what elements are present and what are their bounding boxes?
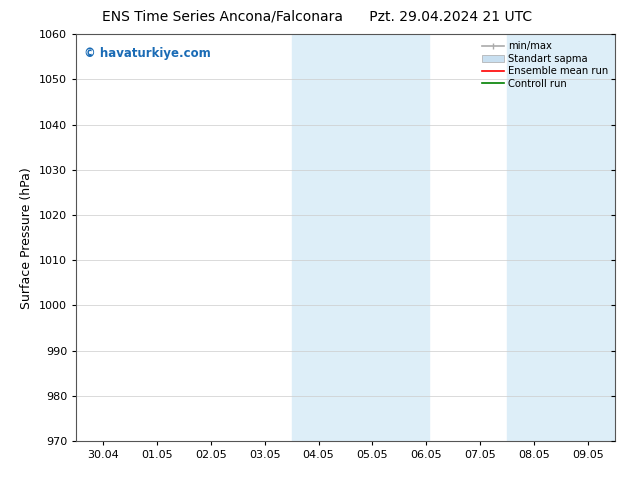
Text: © havaturkiye.com: © havaturkiye.com (84, 47, 211, 59)
Legend: min/max, Standart sapma, Ensemble mean run, Controll run: min/max, Standart sapma, Ensemble mean r… (480, 39, 610, 91)
Bar (292, 34, 429, 441)
Y-axis label: Surface Pressure (hPa): Surface Pressure (hPa) (20, 167, 34, 309)
Bar (507, 34, 615, 441)
Text: ENS Time Series Ancona/Falconara      Pzt. 29.04.2024 21 UTC: ENS Time Series Ancona/Falconara Pzt. 29… (102, 10, 532, 24)
